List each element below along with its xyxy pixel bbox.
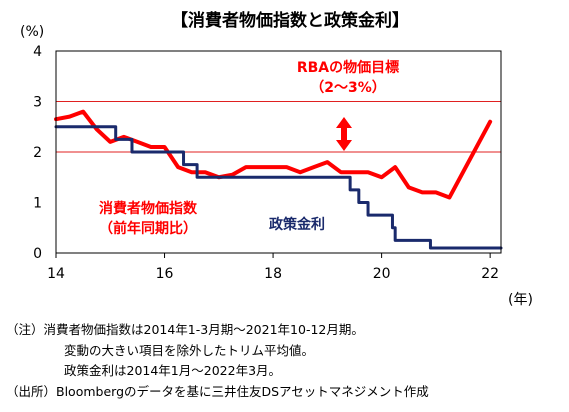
rba-target-label-line1: RBAの物価目標 [297, 59, 399, 76]
note-line-1: （注）消費者物価指数は2014年1-3月期～2021年10-12月期。 [6, 322, 364, 337]
line-chart: 14 16 18 20 22 0 1 2 3 4 (%) (年) RBAの物価目標 （2～3%）… [20, 24, 533, 308]
series-line-1 [54, 125, 503, 250]
cpi-label-line2: （前年同期比） [99, 220, 197, 237]
x-unit-label: (年) [508, 292, 533, 308]
note-source: （出所）Bloombergのデータを基に三井住友DSアセットマネジメント作成 [6, 383, 429, 399]
rba-target-label-line2: （2～3%） [310, 80, 386, 96]
note-line-2: 変動の大きい項目を除外したトリム平均値。 [64, 342, 315, 358]
x-tick-marks [55, 253, 491, 258]
y-tick-label-0: 0 [33, 246, 42, 262]
plot-frame [55, 50, 502, 254]
note-line-3: 政策金利は2014年1月～2022年3月。 [64, 363, 282, 378]
x-tick-label-3: 20 [373, 266, 391, 282]
y-unit-label: (%) [20, 24, 44, 40]
chart-notes: （注）消費者物価指数は2014年1-3月期～2021年10-12月期。 変動の大… [6, 320, 429, 402]
policy-rate-label: 政策金利 [269, 216, 325, 233]
x-tick-label-1: 16 [156, 266, 174, 282]
reference-lines [56, 101, 501, 153]
chart-title: 【消費者物価指数と政策金利】 [171, 11, 409, 31]
y-tick-label-1: 1 [33, 196, 42, 212]
series-layer [54, 109, 503, 250]
y-axis-ticks: 0 1 2 3 4 [33, 44, 42, 262]
y-tick-label-2: 2 [33, 145, 42, 161]
target-range-arrow [336, 117, 352, 151]
cpi-label-line1: 消費者物価指数 [99, 200, 198, 217]
series-line-0 [54, 109, 493, 200]
x-tick-label-2: 18 [264, 266, 282, 282]
x-tick-label-0: 14 [47, 266, 65, 282]
y-tick-label-3: 3 [33, 95, 42, 111]
y-tick-label-4: 4 [33, 44, 42, 60]
x-axis-ticks: 14 16 18 20 22 [47, 266, 499, 282]
x-tick-label-4: 22 [481, 266, 499, 282]
